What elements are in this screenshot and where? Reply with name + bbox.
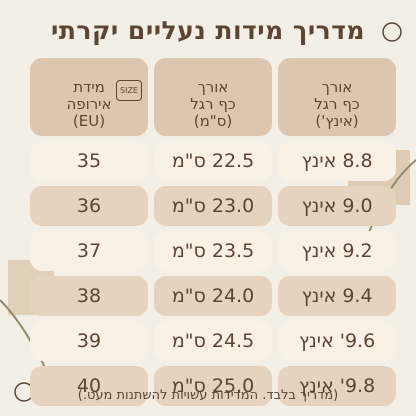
column-header: אורך כף רגל (ס"מ): [154, 58, 272, 136]
table-cell: 9.8' אינץ: [278, 366, 396, 406]
table-cell: 9.4 אינץ: [278, 276, 396, 316]
table-cell: 9.6' אינץ: [278, 321, 396, 361]
table-cell: 9.2 אינץ: [278, 231, 396, 271]
table-cell: 36: [30, 186, 148, 226]
header-line: מידת: [73, 78, 105, 96]
header-line: אירופה: [66, 95, 112, 113]
header-line: אורך: [321, 78, 353, 96]
table-cell: 24.0 ס"מ: [154, 276, 272, 316]
table-cell: 25.0 ס"מ: [154, 366, 272, 406]
footer-note: (מדריך בלבד. המדידות עשויות להשתנות מעט.…: [77, 388, 339, 403]
header-line: (אינץ'): [315, 112, 359, 130]
header-line: כף רגל: [190, 95, 236, 113]
table-cell: 24.5 ס"מ: [154, 321, 272, 361]
table-cell: 39: [30, 321, 148, 361]
table-cell: 40: [30, 366, 148, 406]
size-badge: SIZE: [116, 80, 142, 101]
table-cell: 38: [30, 276, 148, 316]
table-cell: 35: [30, 141, 148, 181]
size-table: אורך כף רגל (אינץ') אורך כף רגל (ס"מ) מידת אירו…: [30, 58, 396, 406]
column-header: אורך כף רגל (אינץ'): [278, 58, 396, 136]
header-line: כף רגל: [314, 95, 360, 113]
title: מדריך מידות נעליים יקרתי: [50, 16, 366, 45]
column-header: מידת אירופה (EU) SIZE: [30, 58, 148, 136]
table-cell: 23.5 ס"מ: [154, 231, 272, 271]
table-cell: 9.0 אינץ: [278, 186, 396, 226]
header-line: (ס"מ): [193, 112, 233, 130]
header-line: אורך: [197, 78, 229, 96]
table-cell: 22.5 ס"מ: [154, 141, 272, 181]
header-line: (EU): [72, 112, 106, 130]
table-cell: 8.8 אינץ: [278, 141, 396, 181]
table-cell: 23.0 ס"מ: [154, 186, 272, 226]
table-cell: 37: [30, 231, 148, 271]
